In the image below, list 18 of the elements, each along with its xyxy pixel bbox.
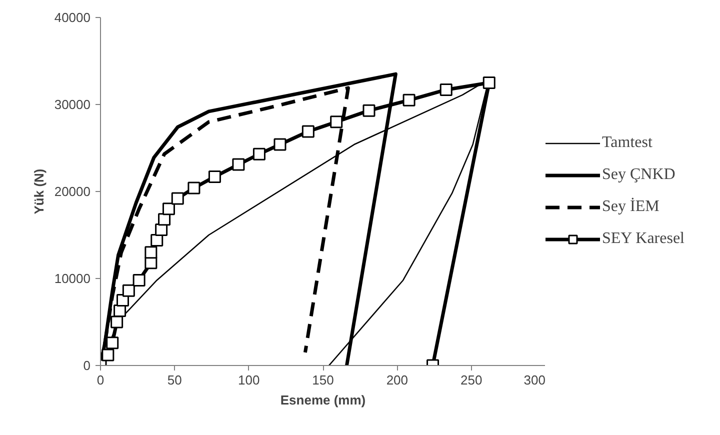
y-tick-label: 20000: [54, 184, 91, 199]
legend-label: Tamtest: [602, 134, 652, 152]
x-tick-label: 250: [460, 372, 482, 388]
legend-label: SEY Karesel: [602, 230, 684, 248]
y-tick-label: 0: [83, 358, 91, 373]
x-tick-label: 300: [524, 372, 546, 388]
x-tick-label: 50: [167, 372, 182, 388]
x-tick-label: 0: [96, 372, 104, 388]
x-axis-title: Esneme (mm): [280, 392, 366, 408]
y-tick-label: 10000: [54, 271, 91, 286]
x-tick-label: 200: [386, 372, 408, 388]
legend-label: Sey ÇNKD: [602, 166, 676, 184]
y-axis-title: Yük (N): [31, 168, 46, 214]
legend-label: Sey İEM: [602, 198, 660, 216]
x-tick-label: 100: [238, 372, 260, 388]
x-tick-label: 150: [312, 372, 334, 388]
y-tick-label: 40000: [54, 10, 91, 25]
y-tick-label: 30000: [54, 97, 91, 112]
